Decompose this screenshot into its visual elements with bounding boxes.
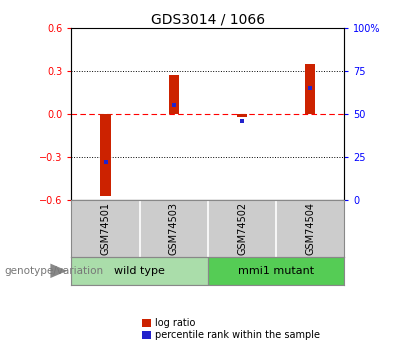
Polygon shape xyxy=(50,264,67,278)
Bar xyxy=(100,114,110,196)
Text: mmi1 mutant: mmi1 mutant xyxy=(238,266,314,276)
Bar xyxy=(237,114,247,117)
Bar xyxy=(169,75,179,114)
Text: GSM74503: GSM74503 xyxy=(169,202,179,255)
Legend: log ratio, percentile rank within the sample: log ratio, percentile rank within the sa… xyxy=(142,318,320,340)
Bar xyxy=(71,257,208,285)
Text: GSM74501: GSM74501 xyxy=(100,202,110,255)
Text: GSM74504: GSM74504 xyxy=(305,202,315,255)
Text: genotype/variation: genotype/variation xyxy=(4,266,103,276)
Text: wild type: wild type xyxy=(114,266,165,276)
Bar xyxy=(208,257,344,285)
Title: GDS3014 / 1066: GDS3014 / 1066 xyxy=(151,12,265,27)
Text: GSM74502: GSM74502 xyxy=(237,202,247,255)
Bar xyxy=(305,63,315,114)
